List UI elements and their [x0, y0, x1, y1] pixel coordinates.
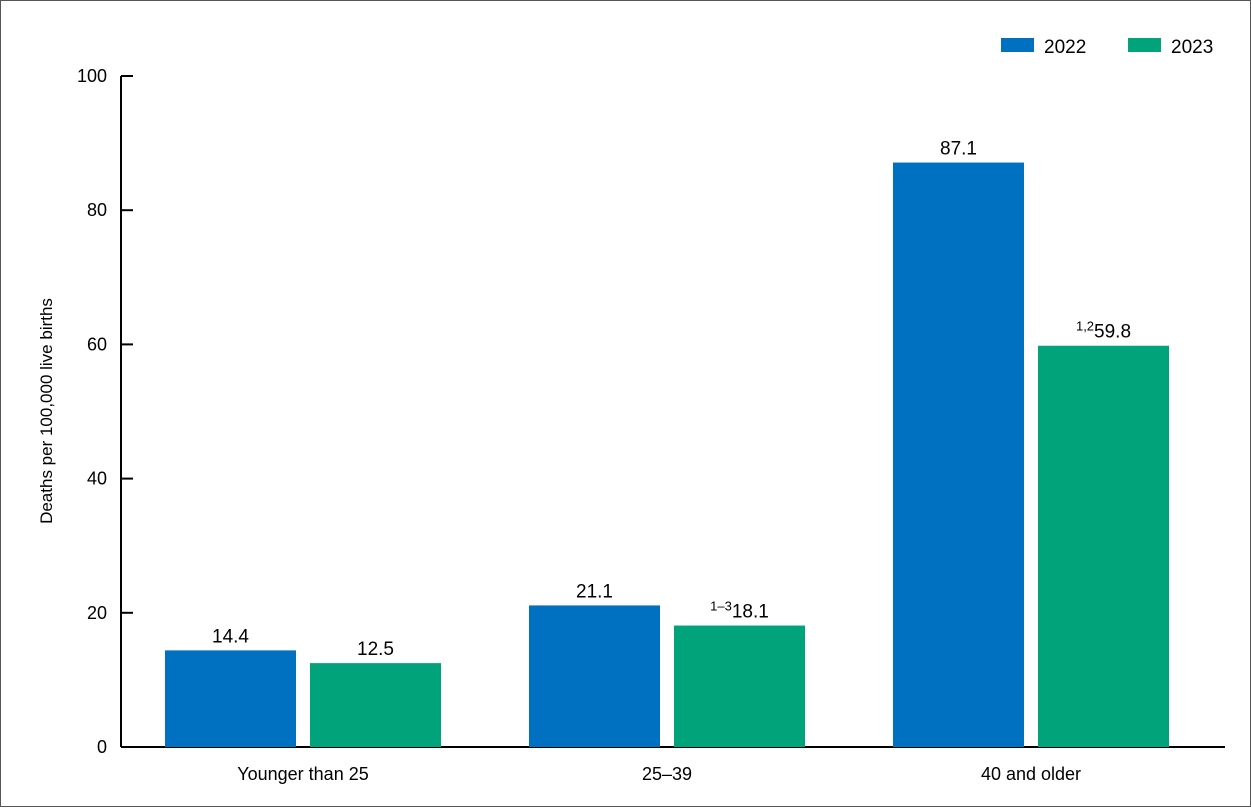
- x-tick-label: Younger than 25: [237, 764, 368, 784]
- bar-2022: [529, 605, 660, 747]
- legend-label: 2022: [1044, 37, 1086, 58]
- footnote-marker: 1,2: [1076, 319, 1094, 334]
- data-label: 1–318.1: [710, 599, 769, 623]
- bar-2023: [1038, 345, 1169, 747]
- data-label: 14.4: [212, 626, 249, 647]
- bar-2023: [674, 625, 805, 747]
- y-tick-label: 60: [87, 334, 107, 354]
- x-tick-label: 25–39: [642, 764, 692, 784]
- data-label: 87.1: [940, 139, 977, 160]
- legend: 2022 2023: [1001, 37, 1213, 58]
- x-tick-label: 40 and older: [981, 764, 1081, 784]
- footnote-marker: 1–3: [710, 599, 732, 614]
- data-label-value: 59.8: [1094, 322, 1131, 343]
- y-tick-label: 100: [77, 66, 107, 86]
- y-tick-label: 0: [97, 737, 107, 757]
- legend-swatch-2022: [1001, 38, 1034, 52]
- y-tick-label: 80: [87, 200, 107, 220]
- axes: 0 20 40 60 80 100 Younger than 25 25–39 40 and o…: [77, 66, 1225, 784]
- data-label: 12.5: [357, 639, 394, 660]
- bar-2022: [165, 650, 296, 747]
- data-labels: 14.4 12.5 21.1 1–318.1 87.1 1,259.8: [212, 139, 1131, 661]
- y-tick-label: 20: [87, 603, 107, 623]
- legend-label: 2023: [1171, 37, 1213, 58]
- y-axis-label: Deaths per 100,000 live births: [37, 298, 56, 524]
- legend-swatch-2023: [1128, 38, 1161, 52]
- data-label-value: 18.1: [732, 602, 769, 623]
- bar-2022: [893, 162, 1024, 747]
- y-tick-label: 40: [87, 469, 107, 489]
- bar-2023: [310, 663, 441, 747]
- data-label: 1,259.8: [1076, 319, 1131, 343]
- data-label: 21.1: [576, 581, 613, 602]
- bars: [165, 162, 1169, 747]
